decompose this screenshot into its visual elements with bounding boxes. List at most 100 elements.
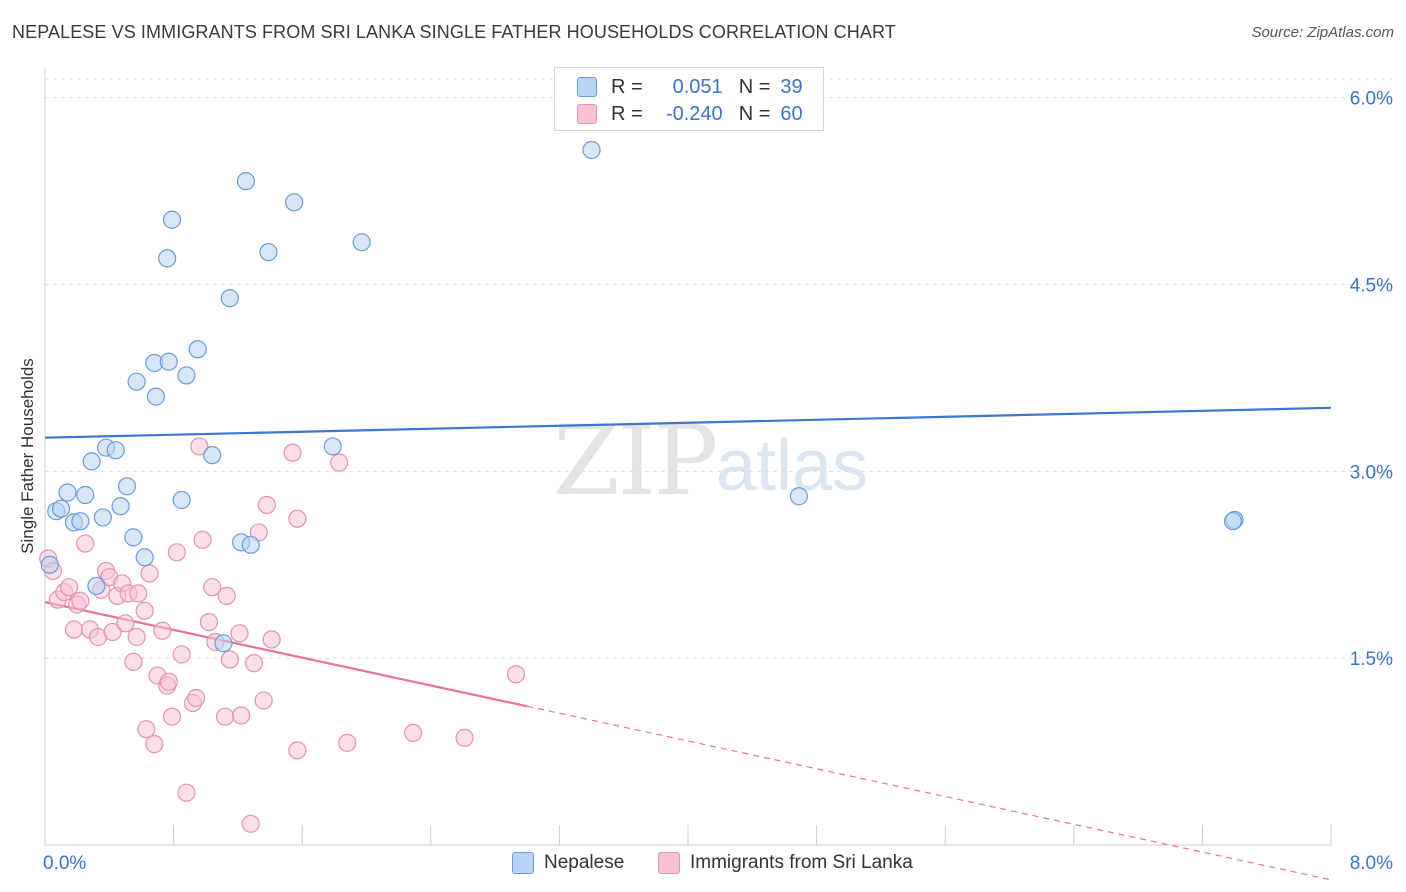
data-point-nepalese	[51, 499, 71, 518]
data-point-nepalese	[127, 372, 146, 391]
data-point-sri-lanka	[232, 706, 251, 725]
r-label: R =	[611, 102, 643, 125]
stats-legend: R = 0.051 N = 39 R = -0.240 N = 60	[554, 67, 824, 131]
data-point-nepalese	[214, 634, 233, 653]
data-point-sri-lanka	[455, 728, 474, 747]
data-point-sri-lanka	[167, 543, 186, 562]
data-point-nepalese	[352, 233, 371, 252]
data-point-sri-lanka	[145, 735, 164, 754]
legend-swatch-nepalese	[512, 852, 534, 874]
axes	[44, 68, 1332, 846]
source-label: Source: ZipAtlas.com	[1251, 24, 1394, 41]
data-point-sri-lanka	[103, 622, 122, 642]
data-point-sri-lanka	[127, 627, 146, 647]
series-sri-lanka-points	[39, 437, 526, 833]
data-point-nepalese	[162, 210, 182, 229]
data-point-sri-lanka	[203, 578, 222, 597]
data-point-nepalese	[1223, 512, 1243, 531]
chart-title: NEPALESE VS IMMIGRANTS FROM SRI LANKA SI…	[12, 22, 896, 42]
n-value-sri-lanka: 60	[780, 102, 803, 125]
trend-line-sri-lanka	[44, 601, 528, 708]
data-point-sri-lanka	[177, 783, 196, 802]
data-point-sri-lanka	[220, 650, 239, 669]
data-point-nepalese	[146, 387, 166, 406]
data-point-sri-lanka	[217, 586, 236, 605]
data-point-nepalese	[71, 512, 90, 531]
data-point-nepalese	[188, 340, 207, 359]
data-point-nepalese	[789, 487, 809, 506]
data-point-nepalese	[203, 446, 222, 465]
data-point-sri-lanka	[193, 530, 212, 549]
data-point-sri-lanka	[254, 691, 273, 710]
data-point-sri-lanka	[137, 720, 156, 739]
data-point-nepalese	[117, 477, 137, 496]
data-point-sri-lanka	[140, 564, 159, 583]
data-point-sri-lanka	[199, 612, 219, 632]
data-point-sri-lanka	[60, 578, 79, 597]
data-point-sri-lanka	[159, 672, 178, 691]
legend-label-sri-lanka: Immigrants from Sri Lanka	[690, 852, 913, 873]
data-point-sri-lanka	[262, 630, 281, 649]
sri-lanka-swatch	[577, 104, 597, 124]
data-point-sri-lanka	[162, 707, 182, 726]
data-point-sri-lanka	[506, 665, 526, 684]
data-point-sri-lanka	[153, 621, 172, 640]
trend-line-sri-lanka-extension	[527, 705, 1332, 881]
legend-item-sri-lanka: Immigrants from Sri Lanka	[658, 852, 913, 874]
trend-lines	[44, 406, 1332, 881]
data-point-sri-lanka	[172, 645, 191, 664]
data-point-nepalese	[58, 483, 77, 502]
x-tick-label: 0.0%	[43, 853, 86, 874]
data-point-sri-lanka	[116, 614, 135, 633]
data-point-sri-lanka	[190, 437, 209, 456]
data-point-nepalese	[236, 172, 256, 191]
data-point-nepalese	[241, 535, 260, 554]
legend-label-nepalese: Nepalese	[544, 852, 625, 873]
x-tick-label: 8.0%	[1350, 853, 1393, 874]
series-nepalese-points	[40, 140, 1244, 653]
data-point-sri-lanka	[76, 534, 95, 553]
data-point-sri-lanka	[283, 443, 302, 462]
n-value-nepalese: 39	[780, 75, 803, 98]
y-axis-label: Single Father Households	[18, 358, 37, 554]
data-point-nepalese	[172, 490, 191, 510]
data-point-sri-lanka	[288, 509, 307, 528]
data-point-nepalese	[220, 289, 239, 308]
stats-row-sri-lanka: R = -0.240 N = 60	[577, 101, 803, 127]
data-point-nepalese	[106, 441, 125, 460]
data-point-sri-lanka	[241, 814, 260, 833]
data-point-nepalese	[135, 548, 154, 567]
data-point-sri-lanka	[187, 688, 206, 708]
tick-labels: 1.5% 3.0% 4.5% 6.0% 0.0% 8.0%	[43, 89, 1393, 874]
legend-swatch-sri-lanka	[658, 852, 680, 874]
stats-row-nepalese: R = 0.051 N = 39	[577, 74, 803, 100]
data-point-sri-lanka	[230, 624, 249, 643]
data-point-sri-lanka	[135, 601, 154, 620]
data-point-sri-lanka	[215, 707, 235, 726]
data-point-nepalese	[111, 497, 130, 516]
data-point-sri-lanka	[64, 620, 84, 639]
data-point-nepalese	[82, 452, 101, 471]
r-value-sri-lanka: -0.240	[665, 102, 723, 125]
trend-line-nepalese	[44, 406, 1332, 439]
data-point-sri-lanka	[288, 741, 307, 760]
data-point-nepalese	[158, 249, 177, 268]
data-point-sri-lanka	[124, 652, 143, 672]
data-point-nepalese	[93, 508, 112, 527]
y-tick-label: 1.5%	[1350, 649, 1393, 670]
data-point-nepalese	[87, 576, 106, 596]
data-point-nepalese	[582, 140, 601, 160]
y-tick-label: 6.0%	[1350, 89, 1393, 110]
data-point-nepalese	[76, 485, 95, 505]
data-point-sri-lanka	[257, 495, 276, 515]
n-label: N =	[738, 102, 771, 125]
data-point-sri-lanka	[404, 723, 423, 743]
data-point-sri-lanka	[129, 584, 148, 603]
data-point-nepalese	[124, 528, 143, 547]
data-point-nepalese	[40, 555, 59, 574]
gridlines	[45, 78, 1392, 659]
data-point-sri-lanka	[244, 654, 264, 673]
data-point-sri-lanka	[338, 733, 357, 752]
data-point-nepalese	[177, 366, 196, 385]
